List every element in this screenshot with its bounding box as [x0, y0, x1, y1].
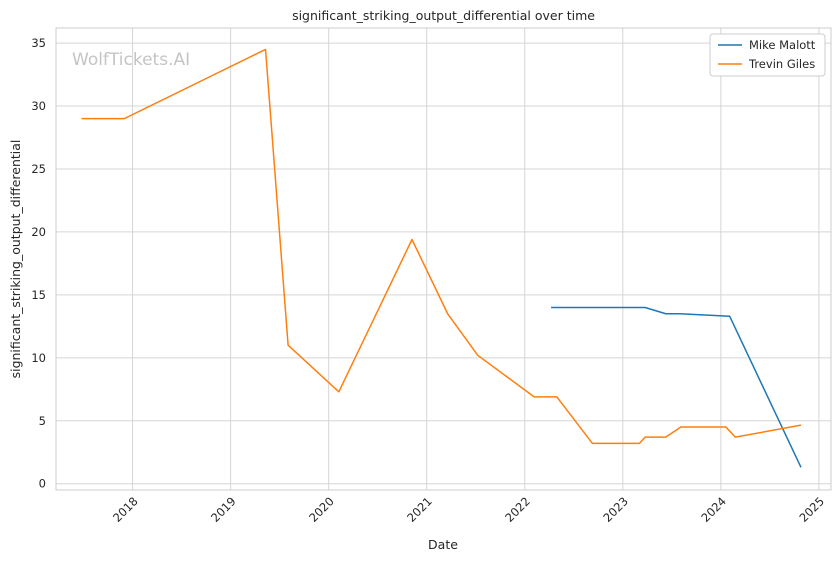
- watermark: WolfTickets.AI: [72, 50, 190, 70]
- y-tick-label: 25: [31, 162, 46, 176]
- y-tick-label: 5: [39, 414, 46, 428]
- legend: Mike Malott Trevin Giles: [709, 33, 826, 77]
- legend-label-trevin-giles: Trevin Giles: [748, 57, 815, 71]
- y-tick-label: 15: [31, 288, 46, 302]
- y-axis-title: significant_striking_output_differential: [8, 140, 23, 379]
- grid: [56, 28, 831, 490]
- x-axis-title: Date: [428, 537, 458, 552]
- series-line-mike-malott: [551, 306, 802, 468]
- y-tick-label: 30: [31, 99, 46, 113]
- y-tick-label: 10: [31, 351, 46, 365]
- series-line-trevin-giles: [81, 48, 802, 445]
- legend-label-mike-malott: Mike Malott: [749, 38, 816, 52]
- y-tick-label: 0: [39, 477, 46, 491]
- y-tick-label: 20: [31, 225, 46, 239]
- chart-title: significant_striking_output_differential…: [292, 8, 595, 23]
- plot-frame: [55, 27, 832, 491]
- series-lines: [81, 48, 802, 468]
- y-tick-label: 35: [31, 36, 46, 50]
